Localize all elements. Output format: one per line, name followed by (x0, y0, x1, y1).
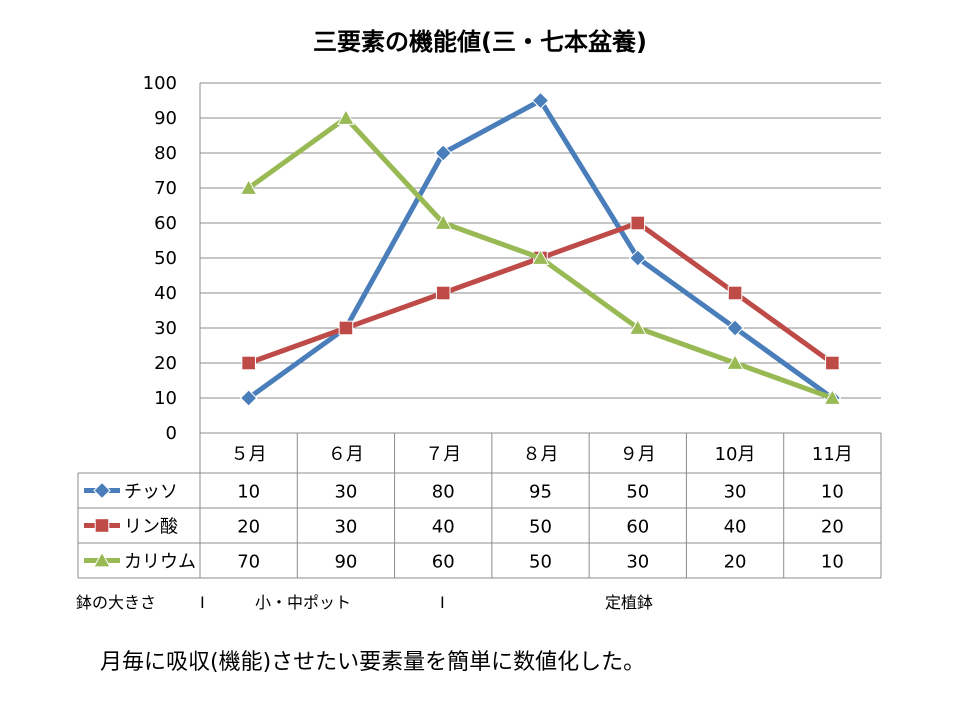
data-point (630, 215, 646, 231)
small-medium-pot-label: 小・中ポット (255, 593, 351, 612)
category-label: ６月 (328, 444, 364, 465)
y-tick-label: 0 (166, 423, 177, 444)
y-tick-label: 60 (154, 213, 177, 234)
y-tick-label: 100 (143, 73, 177, 94)
table-cell: 95 (529, 482, 552, 503)
table-cell: 50 (626, 482, 649, 503)
legend-label: リン酸 (124, 517, 178, 538)
legend-label: カリウム (124, 552, 196, 573)
y-tick-label: 50 (154, 248, 177, 269)
data-point (825, 355, 840, 371)
data-point (239, 389, 258, 407)
category-label: ５月 (231, 444, 267, 465)
table-cell: 90 (334, 552, 357, 573)
data-point (629, 249, 647, 267)
table-cell: 50 (529, 552, 552, 573)
final-pot-label: 定植鉢 (605, 593, 653, 612)
data-point (726, 319, 744, 337)
y-tick-label: 40 (154, 283, 177, 304)
data-point (239, 178, 258, 195)
table-cell: 80 (432, 482, 455, 503)
category-label: 10月 (715, 444, 756, 465)
table-cell: 10 (237, 482, 260, 503)
data-point (93, 551, 111, 568)
table-cell: 20 (821, 517, 844, 538)
chart-title: 三要素の機能値(三・七本盆養) (313, 28, 647, 56)
table-cell: 70 (237, 552, 260, 573)
y-tick-label: 80 (154, 143, 177, 164)
data-point (434, 144, 452, 162)
table-cell: 10 (821, 552, 844, 573)
data-point (93, 481, 111, 500)
table-cell: 20 (724, 552, 747, 573)
table-cell: 60 (432, 552, 455, 573)
data-point (726, 353, 744, 370)
data-point (94, 518, 110, 533)
category-label: 11月 (812, 444, 853, 465)
y-axis: 0 10 20 30 40 50 60 70 80 90 100 (143, 73, 177, 444)
table-cell: 30 (626, 552, 649, 573)
y-tick-label: 30 (154, 318, 177, 339)
y-tick-label: 90 (154, 108, 177, 129)
pot-size-label: 鉢の大きさ (76, 593, 156, 612)
caption: 月毎に吸収(機能)させたい要素量を簡単に数値化した。 (100, 650, 646, 675)
table-cell: 60 (626, 517, 649, 538)
plot-area (239, 91, 842, 407)
data-point (531, 91, 550, 110)
data-point (531, 248, 550, 265)
y-tick-label: 70 (154, 178, 177, 199)
data-point (338, 320, 354, 336)
data-point (823, 388, 842, 405)
data-point (434, 213, 453, 230)
table-cell: 10 (821, 482, 844, 503)
category-label: ７月 (425, 444, 461, 465)
separator: I (440, 593, 445, 612)
legend-label: チッソ (124, 482, 178, 503)
table-cell: 40 (724, 517, 747, 538)
table-cell: 50 (529, 517, 552, 538)
table-cell: 30 (334, 482, 357, 503)
data-point (337, 108, 355, 125)
table-cell: 30 (724, 482, 747, 503)
data-point (435, 285, 451, 301)
table-cell: 30 (334, 517, 357, 538)
table-cell: 40 (432, 517, 455, 538)
data-point (241, 355, 256, 371)
y-tick-label: 10 (154, 388, 177, 409)
data-point (628, 318, 647, 335)
table-cell: 20 (237, 517, 260, 538)
category-label: ９月 (620, 444, 656, 465)
y-tick-label: 20 (154, 353, 177, 374)
category-label: ８月 (523, 444, 559, 465)
separator: I (200, 593, 205, 612)
pot-size-notes: 鉢の大きさ I 小・中ポット I 定植鉢 (76, 593, 653, 612)
data-point (727, 285, 743, 301)
